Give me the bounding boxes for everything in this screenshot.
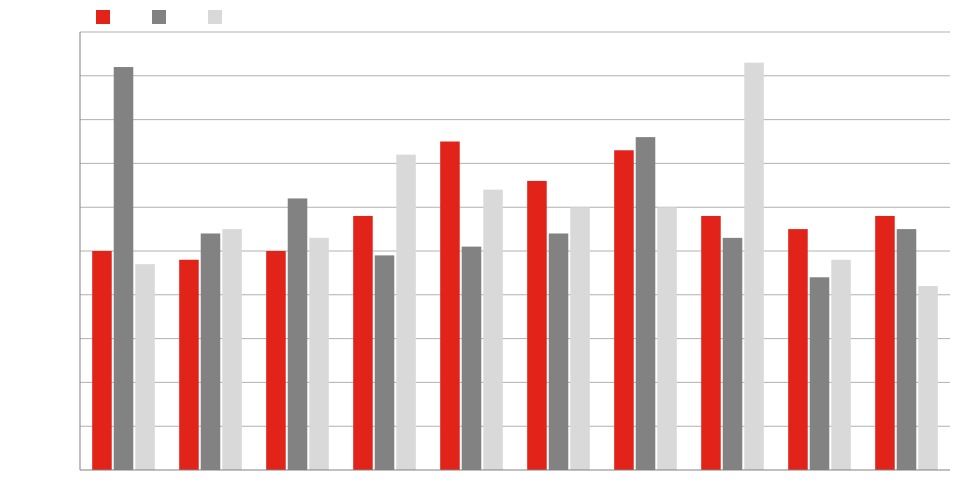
bar-series-a	[701, 216, 721, 470]
grouped-bar-chart	[0, 0, 960, 500]
bar-series-a	[614, 150, 634, 470]
bar-series-a	[440, 142, 460, 471]
bar-series-c	[135, 264, 155, 470]
bar-series-b	[636, 137, 656, 470]
bar-series-c	[570, 207, 590, 470]
bar-series-b	[810, 277, 830, 470]
bar-series-c	[483, 190, 503, 470]
bar-series-c	[222, 229, 242, 470]
bar-series-b	[549, 233, 569, 470]
bar-series-b	[723, 238, 743, 470]
bar-series-b	[897, 229, 917, 470]
bar-series-c	[831, 260, 851, 470]
legend-swatch-series-b	[152, 10, 166, 24]
bar-series-c	[744, 63, 764, 470]
bar-series-a	[527, 181, 547, 470]
bar-series-a	[179, 260, 199, 470]
legend-swatch-series-a	[96, 10, 110, 24]
bar-series-c	[396, 155, 416, 470]
bar-series-a	[788, 229, 808, 470]
bar-series-b	[114, 67, 134, 470]
legend-swatch-series-c	[208, 10, 222, 24]
bar-series-c	[657, 207, 677, 470]
bar-series-a	[266, 251, 286, 470]
bar-series-b	[201, 233, 221, 470]
bar-series-a	[92, 251, 112, 470]
bar-series-b	[288, 198, 308, 470]
bar-series-b	[375, 255, 395, 470]
bar-series-c	[918, 286, 938, 470]
bar-series-c	[309, 238, 329, 470]
bar-series-a	[875, 216, 895, 470]
bar-series-b	[462, 247, 482, 470]
bar-series-a	[353, 216, 373, 470]
